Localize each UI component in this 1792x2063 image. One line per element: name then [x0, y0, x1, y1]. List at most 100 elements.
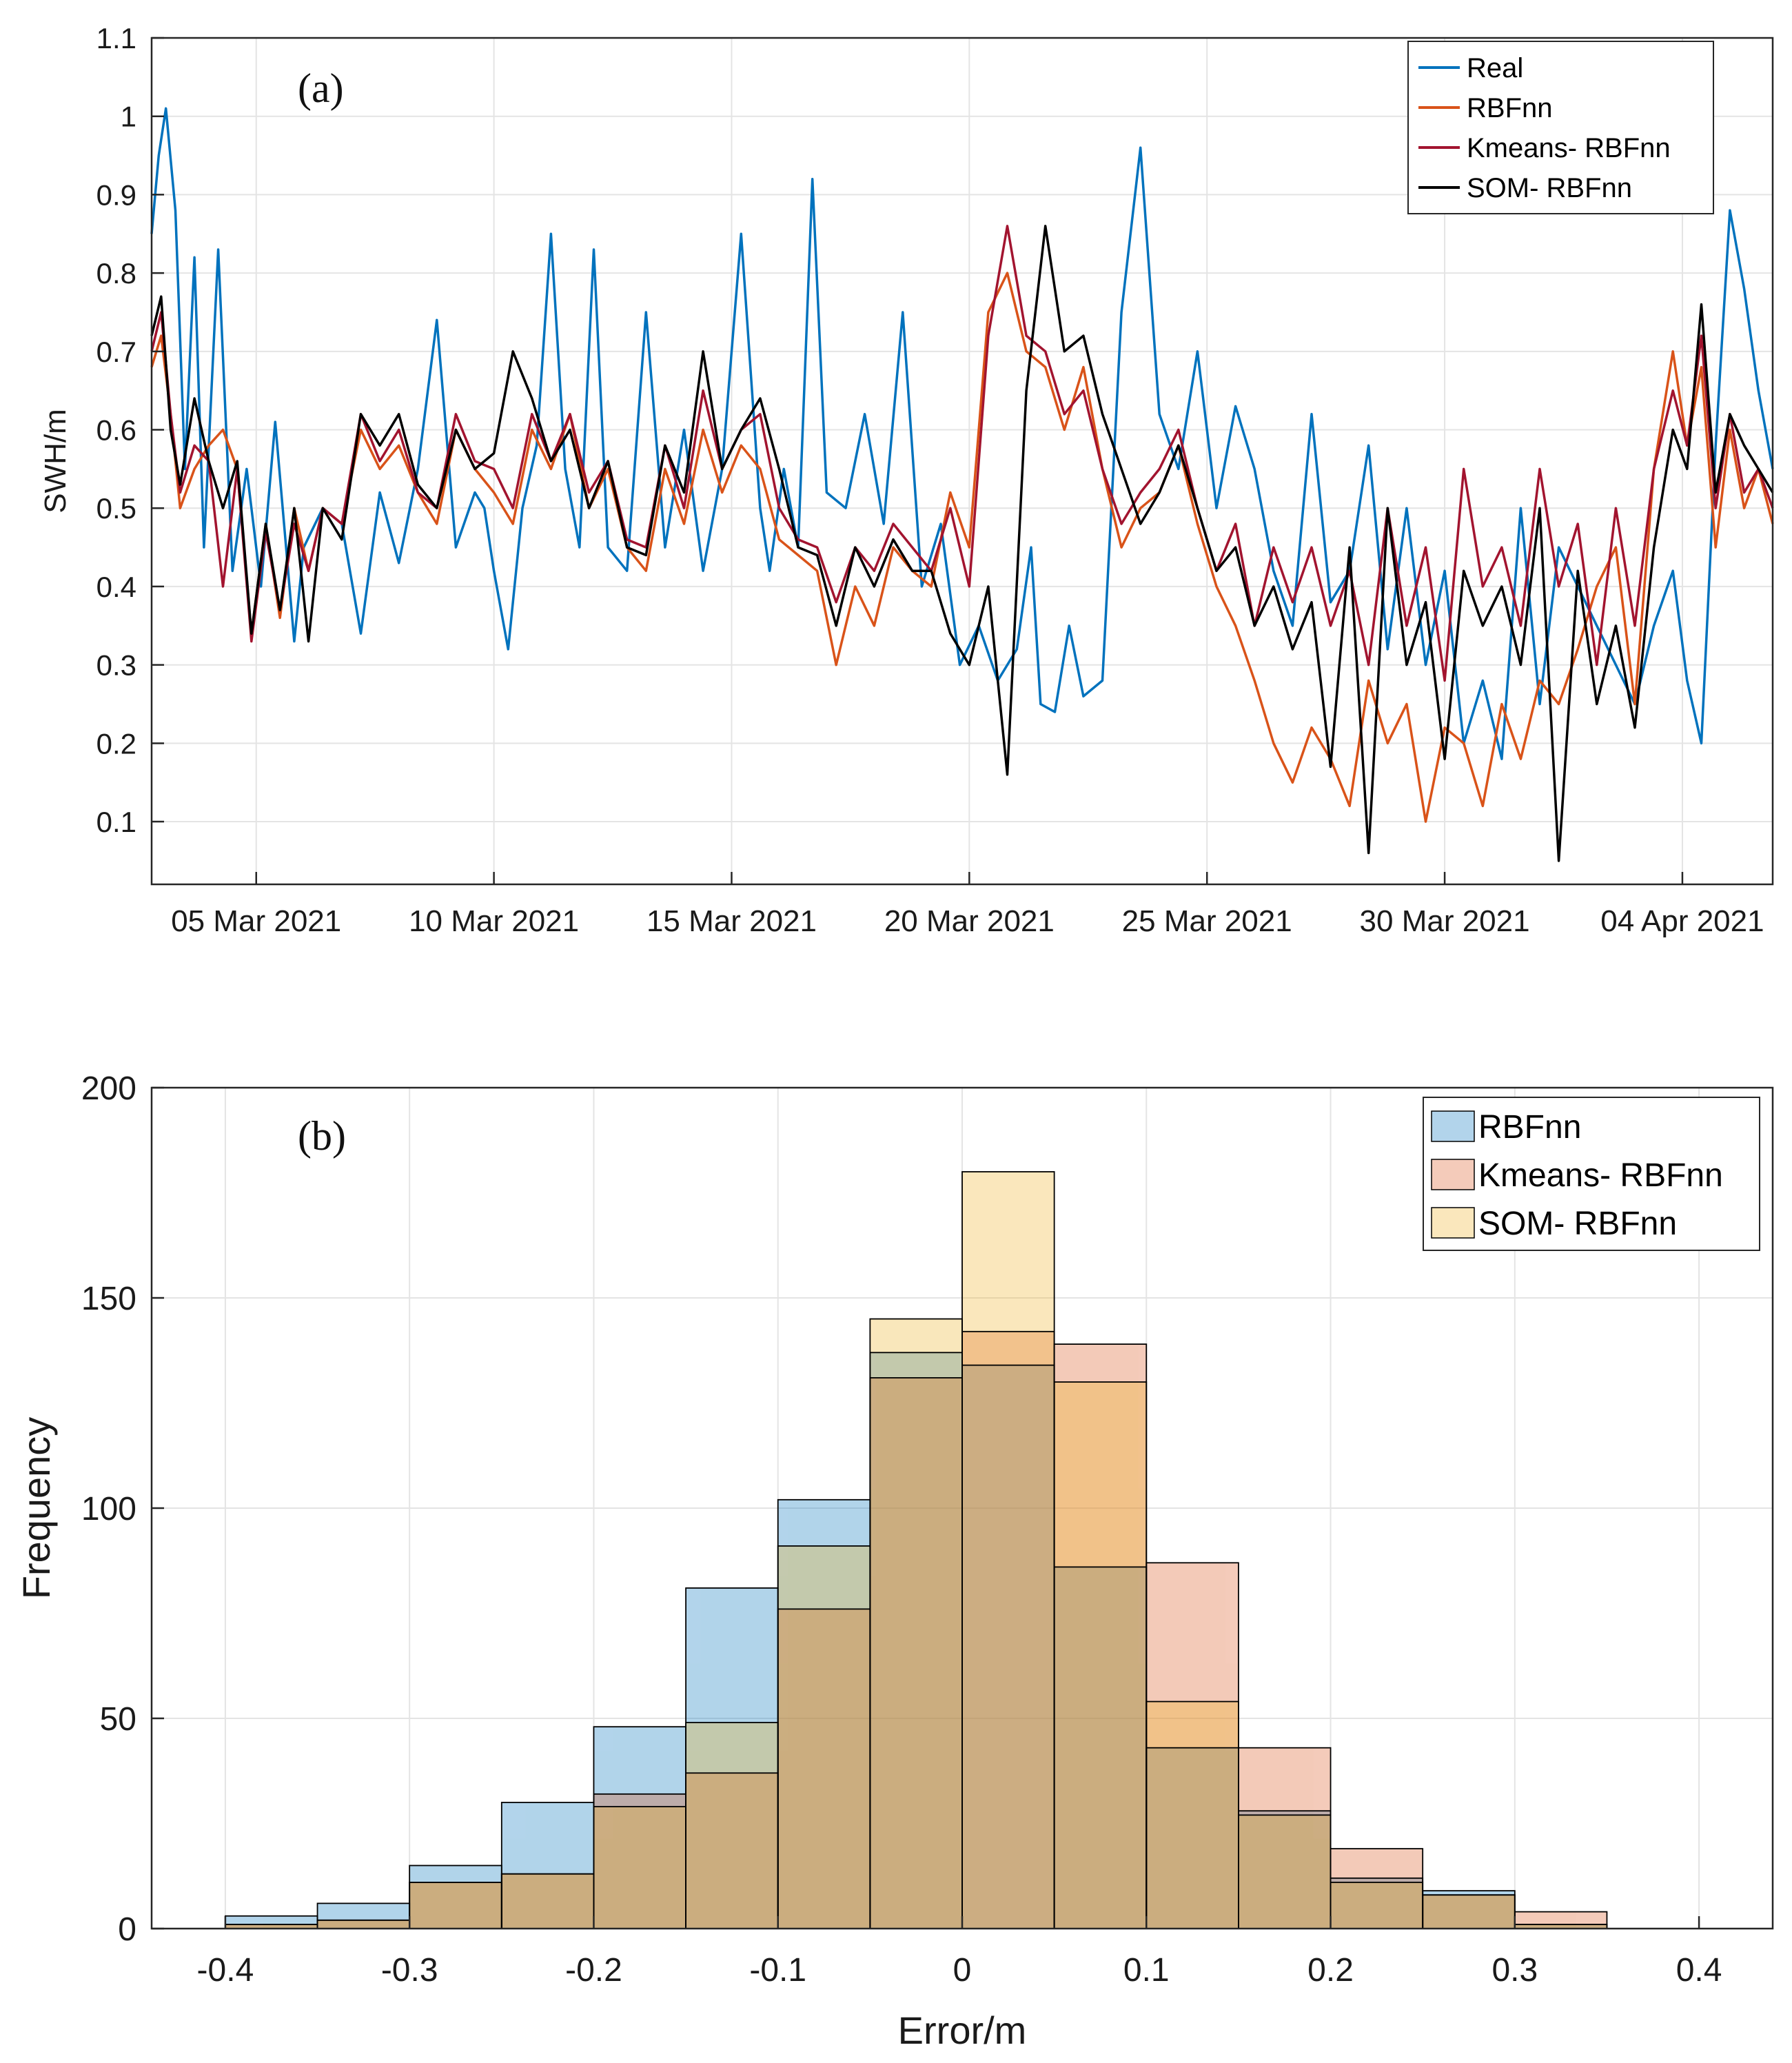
y-axis-label-a: SWH/m	[39, 409, 72, 514]
histogram-bar	[1238, 1815, 1331, 1929]
histogram-bar	[870, 1377, 962, 1929]
legend-label: Real	[1467, 53, 1523, 83]
histogram-bar	[1514, 1924, 1607, 1929]
x-tick-label: 25 Mar 2021	[1122, 904, 1292, 938]
y-tick-label: 0.6	[96, 414, 136, 447]
histogram-bar	[317, 1920, 410, 1929]
histogram-bar	[962, 1365, 1055, 1929]
series-line	[150, 225, 1774, 682]
series-line	[150, 225, 1774, 862]
y-tick-label: 0	[118, 1911, 136, 1948]
histogram-bar	[686, 1587, 778, 1929]
panel-label-a: (a)	[298, 65, 344, 111]
histogram-bar	[1423, 1891, 1515, 1929]
x-tick-label: 10 Mar 2021	[409, 904, 579, 938]
x-tick-label: 04 Apr 2021	[1600, 904, 1764, 938]
histogram-bar	[1514, 1924, 1607, 1929]
legend-label: Kmeans- RBFnn	[1467, 133, 1671, 163]
panel-label-b: (b)	[298, 1113, 346, 1159]
x-tick-label: -0.1	[749, 1952, 806, 1989]
x-tick-label: 0.2	[1307, 1952, 1354, 1989]
histogram-bar	[225, 1924, 318, 1929]
y-tick-label: 0.1	[96, 806, 136, 838]
y-tick-label: 0.5	[96, 492, 136, 525]
histogram-bar	[593, 1727, 686, 1929]
histogram-bar	[501, 1873, 594, 1929]
histogram-bar	[501, 1802, 594, 1929]
y-tick-label: 200	[81, 1070, 136, 1107]
histogram-bar	[870, 1319, 962, 1929]
histogram-bar	[1146, 1747, 1239, 1929]
time-series-chart: 0.1 0.2 0.3 0.4 0.5 0.6 0.7 0.8 0.9 1 1.1 05 Mar 20…	[39, 22, 1774, 938]
x-tick-label: -0.4	[197, 1952, 254, 1989]
histogram-bar	[317, 1920, 410, 1929]
y-tick-label: 0.3	[96, 649, 136, 682]
x-tick-label: -0.2	[565, 1952, 622, 1989]
histogram-bar	[593, 1807, 686, 1929]
y-tick-label: 0.7	[96, 336, 136, 368]
legend-label: SOM- RBFnn	[1467, 173, 1632, 203]
histogram-bar	[1146, 1701, 1239, 1929]
histogram-bar	[1054, 1382, 1147, 1929]
histogram-bar	[1330, 1849, 1423, 1929]
y-tick-label: 100	[81, 1491, 136, 1527]
x-tick-label: 30 Mar 2021	[1360, 904, 1530, 938]
y-tick-label: 150	[81, 1281, 136, 1317]
histogram-bar	[1330, 1878, 1423, 1929]
y-tick-label: 0.4	[96, 571, 136, 603]
histogram-bar	[225, 1915, 318, 1929]
histogram-bar	[1054, 1567, 1147, 1929]
histogram-bar	[1423, 1895, 1515, 1929]
histogram-bar	[777, 1499, 870, 1929]
y-tick-label: 1.1	[96, 22, 136, 54]
histogram-bar	[1238, 1747, 1331, 1929]
legend-box	[1423, 1097, 1760, 1251]
histogram-bar	[777, 1545, 870, 1929]
y-tick-label: 50	[100, 1701, 136, 1738]
bar-series	[225, 1331, 1607, 1929]
bar-series	[225, 1172, 1607, 1929]
x-tick-label: 0.1	[1123, 1952, 1170, 1989]
legend-swatch	[1431, 1110, 1475, 1142]
histogram-bar	[1146, 1563, 1239, 1929]
x-tick-label: 0.4	[1676, 1952, 1722, 1989]
series-lines-a	[150, 107, 1774, 862]
y-tick-label: 0.2	[96, 727, 136, 760]
histogram-bar	[501, 1873, 594, 1929]
histogram-bar	[225, 1924, 318, 1929]
legend-swatch	[1431, 1159, 1475, 1190]
legend-label: RBFnn	[1478, 1109, 1581, 1146]
histogram-bar	[409, 1882, 502, 1929]
legend-b: RBFnn Kmeans- RBFnn SOM- RBFnn	[1423, 1097, 1760, 1251]
y-axis-label-b: Frequency	[14, 1417, 58, 1600]
histogram-bar	[962, 1331, 1055, 1929]
legend-swatch	[1431, 1207, 1475, 1239]
legend-a: Real RBFnn Kmeans- RBFnn SOM- RBFnn	[1407, 41, 1714, 214]
histogram-bar	[962, 1172, 1055, 1929]
bar-series	[225, 1352, 1607, 1929]
histogram-bar	[1423, 1895, 1515, 1929]
ticks-b: 0 50 100 150 200 -0.4 -0.3 -0.2 -0.1 0 0.1 0.2 0.3 0.…	[81, 1070, 1722, 1989]
y-tick-label: 1	[121, 101, 136, 133]
y-tick-label: 0.9	[96, 179, 136, 211]
histogram-bars	[225, 1171, 1608, 1929]
histogram-bar	[593, 1793, 686, 1929]
x-tick-label: 15 Mar 2021	[646, 904, 817, 938]
histogram-bar	[317, 1903, 410, 1929]
legend-box	[1407, 41, 1714, 214]
histogram-bar	[1238, 1811, 1331, 1929]
histogram-bar	[777, 1609, 870, 1929]
histogram-bar	[1330, 1882, 1423, 1929]
legend-label: SOM- RBFnn	[1478, 1206, 1677, 1242]
x-axis-label-b: Error/m	[898, 2009, 1027, 2052]
axes-frame-a	[150, 37, 1774, 886]
histogram-chart: 0 50 100 150 200 -0.4 -0.3 -0.2 -0.1 0 0.1 0.2 0.3 0.…	[14, 1070, 1774, 2052]
histogram-bar	[686, 1722, 778, 1929]
histogram-bar	[686, 1773, 778, 1929]
histogram-bar	[409, 1865, 502, 1929]
ticks-a: 0.1 0.2 0.3 0.4 0.5 0.6 0.7 0.8 0.9 1 1.1 05 Mar 20…	[96, 22, 1764, 938]
x-tick-label: 20 Mar 2021	[884, 904, 1055, 938]
legend-label: Kmeans- RBFnn	[1478, 1157, 1723, 1194]
histogram-bar	[870, 1352, 962, 1929]
